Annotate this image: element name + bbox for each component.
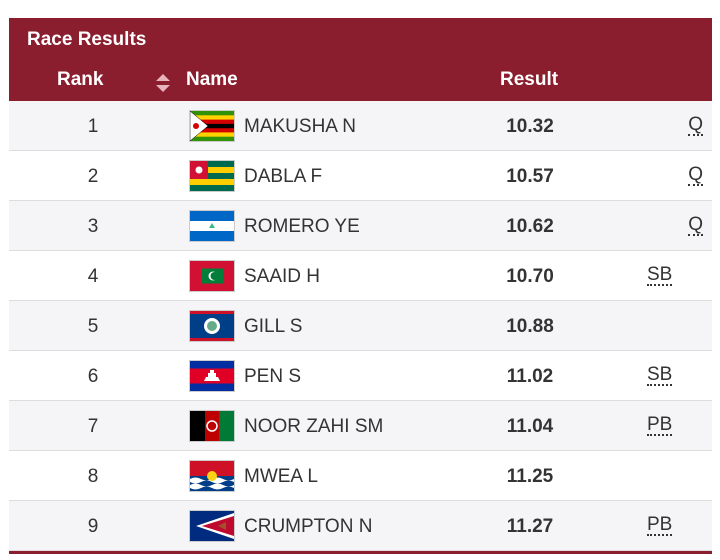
qualification-note[interactable]: SB	[647, 364, 673, 386]
result-cell: 10.32	[506, 116, 554, 137]
qualification-note[interactable]: SB	[647, 264, 673, 286]
column-header[interactable]: Result	[500, 69, 559, 90]
table-header: Race Results Rank Name Result	[9, 18, 712, 101]
qualification-note[interactable]: Q	[688, 114, 703, 136]
results-table: Race Results Rank Name Result 1 MAKUSHA N…	[9, 18, 712, 554]
rank-cell: 8	[87, 466, 99, 487]
athlete-name: NOOR ZAHI SM	[244, 416, 384, 437]
result-cell: 11.27	[506, 516, 554, 537]
result-cell: 10.62	[506, 216, 554, 237]
result-cell: 11.02	[506, 366, 554, 387]
country-flag	[190, 511, 234, 541]
rank-cell: 2	[87, 166, 99, 187]
country-flag	[190, 361, 234, 391]
result-cell: 11.04	[506, 416, 554, 437]
table-row: 5 GILL S 10.88	[9, 301, 712, 351]
qualification-note[interactable]: Q	[688, 164, 703, 186]
sort-icon[interactable]	[155, 73, 171, 93]
athlete-name: ROMERO YE	[244, 216, 360, 237]
table-row: 7 NOOR ZAHI SM 11.04 PB	[9, 401, 712, 451]
athlete-name: GILL S	[244, 316, 303, 337]
country-flag	[190, 261, 234, 291]
result-cell: 10.88	[506, 316, 554, 337]
result-cell: 10.57	[506, 166, 554, 187]
country-flag	[190, 411, 234, 441]
country-flag	[190, 161, 234, 191]
table-row: 6 PEN S 11.02 SB	[9, 351, 712, 401]
table-row: 2 DABLA F 10.57 Q	[9, 151, 712, 201]
table-title: Race Results	[27, 29, 147, 50]
athlete-name: PEN S	[244, 366, 302, 387]
qualification-note[interactable]: Q	[688, 214, 703, 236]
table-bottom-rule	[9, 551, 712, 554]
rank-cell: 4	[87, 266, 99, 287]
table-row: 4 SAAID H 10.70 SB	[9, 251, 712, 301]
table-row: 9 CRUMPTON N 11.27 PB	[9, 501, 712, 551]
rank-cell: 6	[87, 366, 99, 387]
country-flag	[190, 311, 234, 341]
qualification-note[interactable]: PB	[647, 514, 673, 536]
athlete-name: MAKUSHA N	[244, 116, 356, 137]
country-flag	[190, 461, 234, 491]
qualification-note[interactable]: PB	[647, 414, 673, 436]
rank-cell: 5	[87, 316, 99, 337]
rank-cell: 3	[87, 216, 99, 237]
country-flag	[190, 211, 234, 241]
rank-cell: 9	[87, 516, 99, 537]
rank-cell: 1	[87, 116, 99, 137]
table-body: 1 MAKUSHA N 10.32 Q 2 DABLA F 10.57 Q 3 ROMERO YE…	[9, 101, 712, 551]
athlete-name: CRUMPTON N	[244, 516, 373, 537]
table-row: 3 ROMERO YE 10.62 Q	[9, 201, 712, 251]
athlete-name: SAAID H	[244, 266, 321, 287]
result-cell: 10.70	[506, 266, 554, 287]
column-header[interactable]: Rank	[57, 69, 104, 90]
rank-cell: 7	[87, 416, 99, 437]
athlete-name: DABLA F	[244, 166, 323, 187]
country-flag	[190, 111, 234, 141]
table-row: 8 MWEA L 11.25	[9, 451, 712, 501]
column-header[interactable]: Name	[186, 69, 238, 90]
table-row: 1 MAKUSHA N 10.32 Q	[9, 101, 712, 151]
result-cell: 11.25	[506, 466, 554, 487]
athlete-name: MWEA L	[244, 466, 318, 487]
